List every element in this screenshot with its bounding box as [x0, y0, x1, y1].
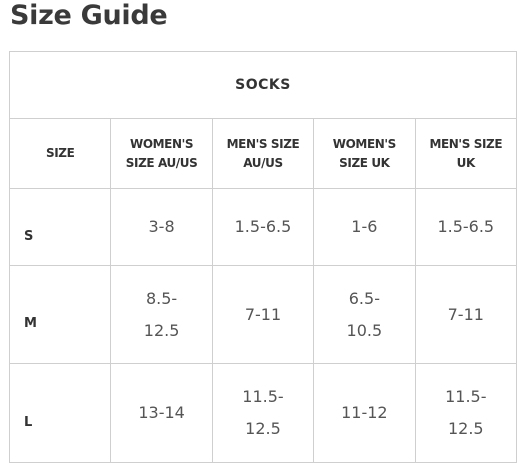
size-row: S 3-8 1.5-6.5 1-6 1.5-6.5 [8, 188, 517, 266]
size-table: SOCKS SIZE WOMEN'S SIZE AU/US MEN'S SIZE A… [8, 51, 517, 463]
column-header: MEN'S SIZE AU/US [211, 118, 315, 189]
column-header-text: SIZE [45, 146, 75, 160]
column-header-text: MEN'S SIZE AU/US [226, 136, 300, 170]
size-value-text: 11.5-12.5 [445, 387, 487, 438]
size-value: 13-14 [110, 363, 213, 463]
size-value: 8.5-12.5 [110, 265, 213, 364]
size-value-text: 13-14 [138, 403, 185, 422]
column-header: MEN'S SIZE UK [414, 118, 517, 189]
size-label: S [8, 188, 112, 266]
column-header-text: WOMEN'S SIZE UK [332, 136, 397, 170]
size-value: 3-8 [110, 188, 213, 266]
size-label: L [8, 363, 112, 463]
header-row: SIZE WOMEN'S SIZE AU/US MEN'S SIZE AU/US WO… [8, 118, 517, 189]
size-value-text: 11-12 [341, 403, 388, 422]
column-header: WOMEN'S SIZE UK [313, 118, 416, 189]
size-value: 7-11 [211, 265, 315, 364]
size-value-text: 6.5-10.5 [346, 288, 383, 340]
size-value-text: 7-11 [244, 304, 282, 324]
size-value-text: 1.5-6.5 [437, 217, 495, 236]
size-value: 11.5-12.5 [414, 363, 517, 463]
size-value: 7-11 [414, 265, 517, 364]
page-title: Size Guide [10, 0, 168, 31]
size-value: 11-12 [313, 363, 416, 463]
size-value-text: 1-6 [351, 217, 378, 236]
size-value-text: 11.5-12.5 [242, 387, 284, 438]
size-row: L 13-14 11.5-12.5 11-12 11.5-12.5 [8, 363, 517, 463]
column-header: WOMEN'S SIZE AU/US [110, 118, 213, 189]
column-header-text: WOMEN'S SIZE AU/US [125, 136, 198, 170]
column-header-text: MEN'S SIZE UK [429, 136, 503, 170]
size-value-text: 8.5-12.5 [143, 288, 180, 340]
size-label: M [8, 265, 112, 364]
size-row: M 8.5-12.5 7-11 6.5-10.5 7-11 [8, 265, 517, 364]
size-value: 1.5-6.5 [211, 188, 315, 266]
column-header: SIZE [8, 118, 112, 189]
size-value: 6.5-10.5 [313, 265, 416, 364]
table-caption: SOCKS [9, 51, 517, 119]
size-value: 1-6 [313, 188, 416, 266]
size-value: 11.5-12.5 [211, 363, 315, 463]
size-value-text: 7-11 [447, 304, 484, 324]
size-value-text: 3-8 [148, 217, 175, 236]
size-value-text: 1.5-6.5 [234, 217, 292, 236]
size-value: 1.5-6.5 [414, 188, 517, 266]
